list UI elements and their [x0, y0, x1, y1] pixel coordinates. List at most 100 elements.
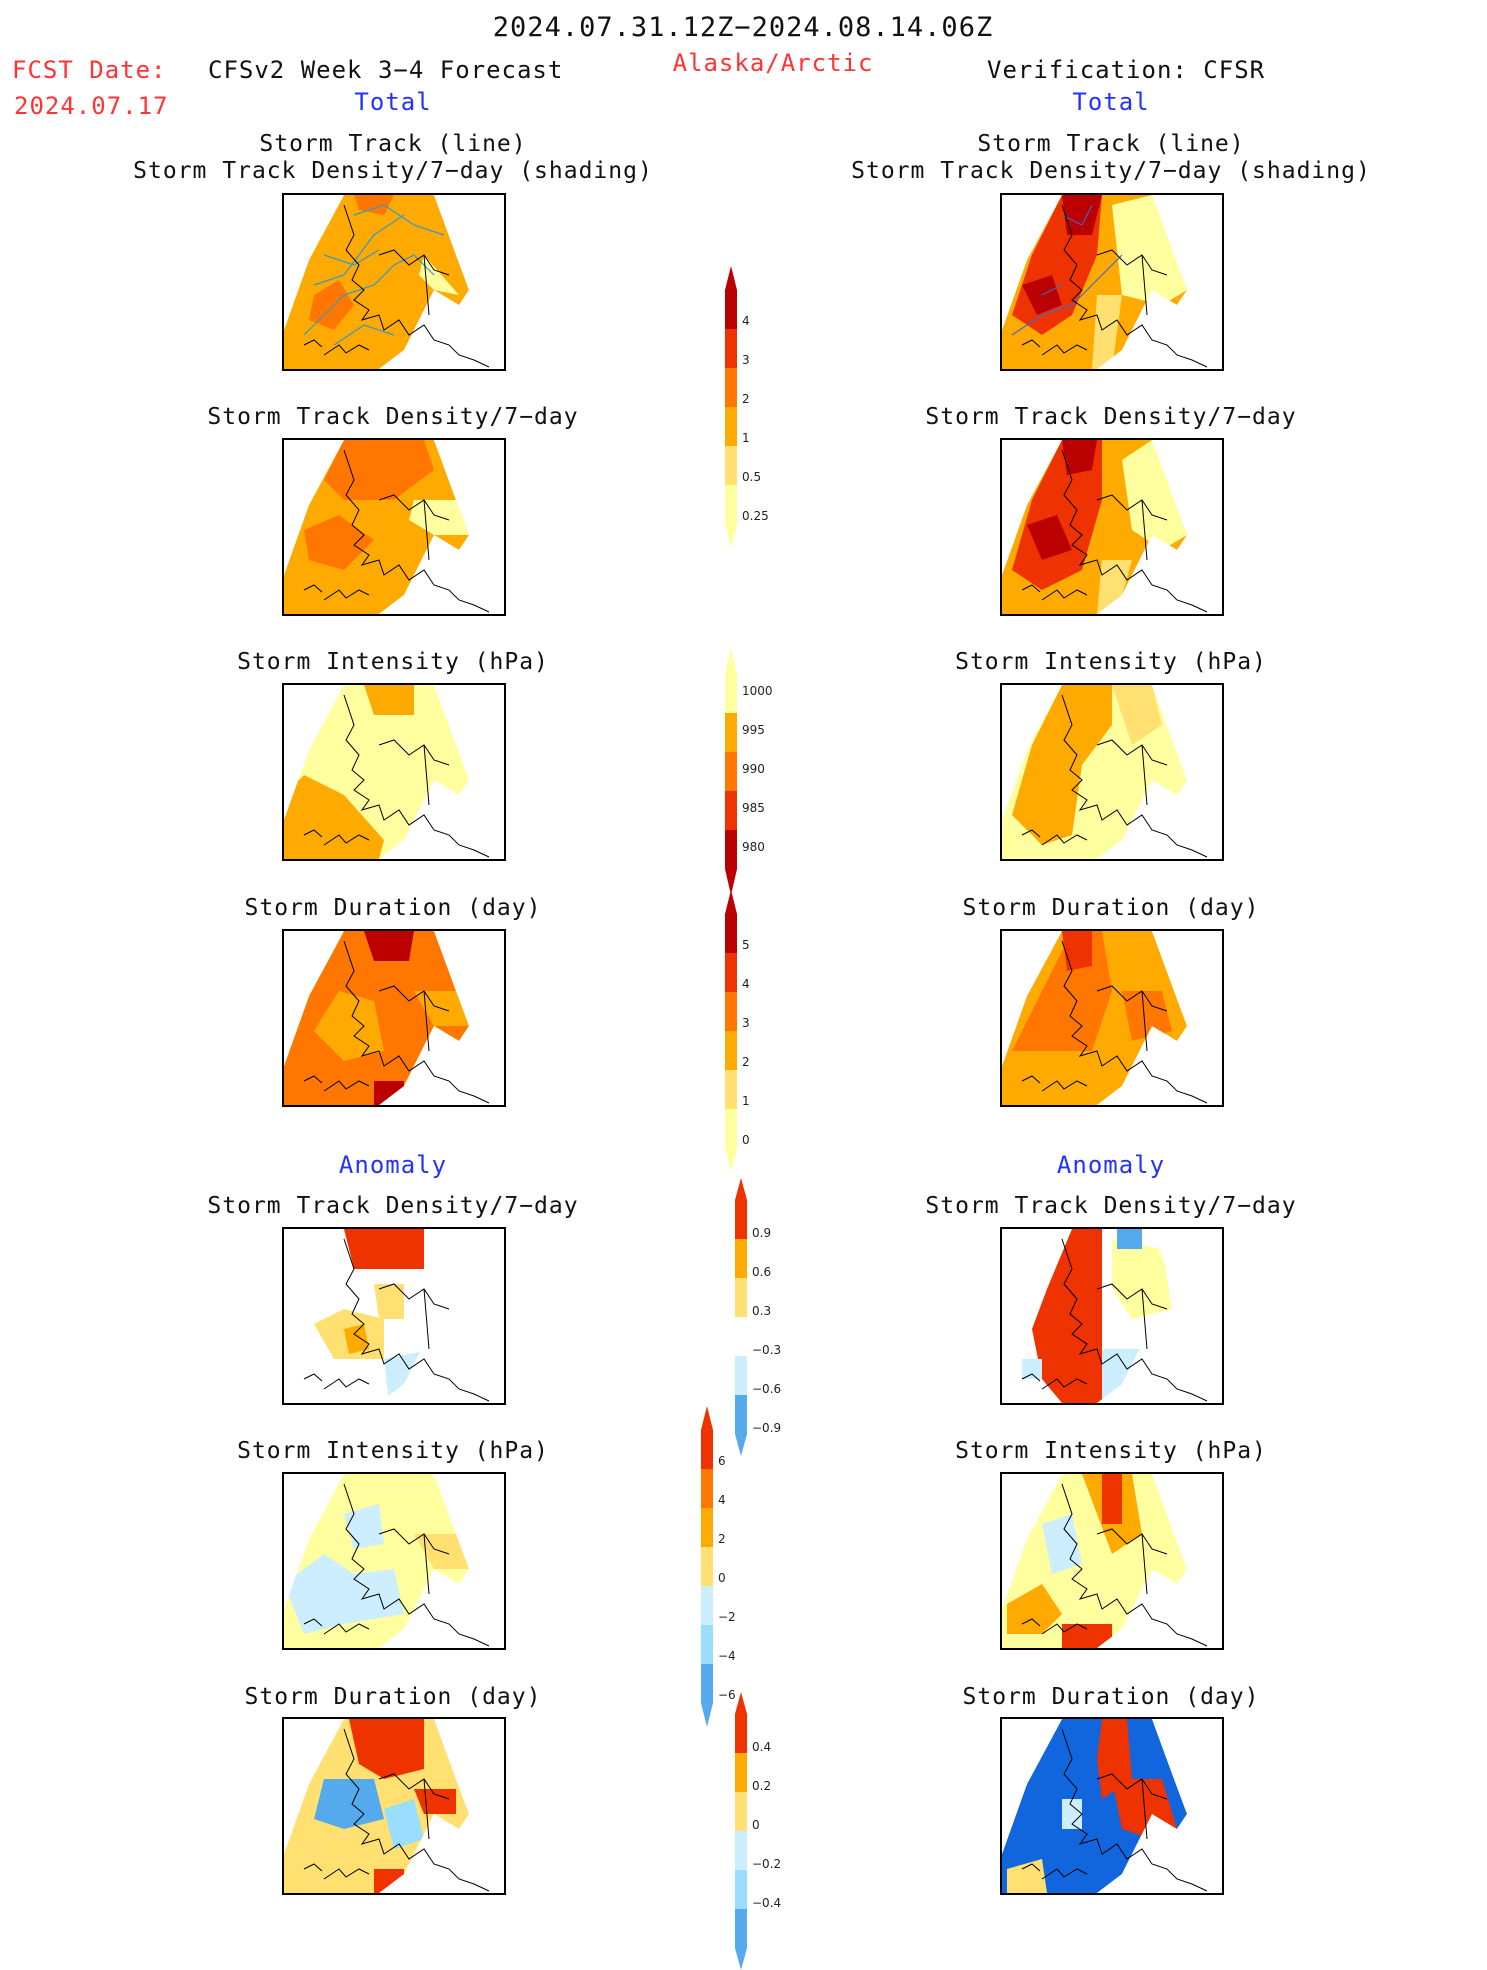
map-left-anom-intensity [282, 1472, 506, 1650]
right-anomaly-label: Anomaly [1056, 1151, 1166, 1179]
left-intensity-title: Storm Intensity (hPa) [237, 649, 549, 675]
colorbar-tip [725, 648, 737, 674]
shade-region [384, 1349, 444, 1403]
colorbar-swatch [735, 1317, 747, 1356]
colorbar-tick-label: 6 [718, 1454, 726, 1468]
coastline [303, 694, 490, 858]
left-anom-density-title: Storm Track Density/7−day [207, 1193, 579, 1219]
colorbar-swatch [725, 485, 737, 524]
colorbar-swatch [735, 1356, 747, 1395]
map-right-duration [1000, 929, 1224, 1107]
colorbar-tick-label: 1 [742, 431, 750, 445]
right-duration-title: Storm Duration (day) [962, 895, 1260, 921]
colorbar-tick-label: 3 [742, 353, 750, 367]
colorbar-swatch [701, 1664, 713, 1703]
shade-region [1112, 685, 1162, 745]
map-left-anom-intensity-svg [284, 1474, 490, 1648]
map-right-anom-intensity [1000, 1472, 1224, 1650]
shade-region [374, 1284, 404, 1319]
shade-region [1012, 685, 1112, 845]
colorbar-tip [735, 1434, 747, 1456]
coastline [303, 449, 490, 613]
shade-region [374, 1081, 404, 1105]
map-right-anom-density-svg [1021, 1229, 1208, 1403]
right-anom-density-title: Storm Track Density/7−day [925, 1193, 1297, 1219]
colorbar-tip [735, 1948, 747, 1970]
map-left-intensity-svg [284, 685, 490, 859]
shade-region [1097, 560, 1132, 614]
left-total-label: Total [354, 88, 432, 116]
colorbar-swatch [701, 1430, 713, 1469]
coastline [1021, 204, 1208, 368]
region-title: Alaska/Arctic [672, 49, 874, 77]
fcst-date-value: 2024.07.17 [14, 92, 169, 120]
colorbar-swatch [735, 1753, 747, 1792]
shade-region [1022, 1359, 1042, 1379]
right-anom-intensity-title: Storm Intensity (hPa) [955, 1438, 1267, 1464]
shade-region [284, 1554, 404, 1634]
colorbar-swatch [725, 329, 737, 368]
map-right-intensity-svg [1002, 685, 1208, 859]
shade-region [1062, 931, 1092, 971]
shade-region [1062, 1624, 1112, 1648]
right-track-line-title: Storm Track (line) [977, 131, 1245, 157]
cb-duration-anom-svg [735, 1692, 747, 1970]
map-left-track-svg [284, 195, 490, 369]
colorbar-tick-label: −2 [718, 1610, 736, 1624]
colorbar-tick-label: −0.3 [752, 1343, 782, 1357]
map-right-intensity [1000, 683, 1224, 861]
shade-region [314, 991, 384, 1061]
shade-region [309, 280, 354, 330]
colorbar-tip [725, 890, 737, 914]
colorbar-tick-label: −0.9 [752, 1421, 782, 1435]
shade-region [344, 1324, 369, 1354]
right-intensity-title: Storm Intensity (hPa) [955, 649, 1267, 675]
colorbar-swatch [725, 446, 737, 485]
colorbar-swatch [725, 953, 737, 992]
colorbar-tick-label: 995 [742, 723, 765, 737]
shade-region [409, 500, 469, 535]
colorbar-tick-label: 4 [742, 977, 750, 991]
map-right-track [1000, 193, 1224, 371]
coastline [1021, 1238, 1208, 1402]
colorbar-swatch [735, 1239, 747, 1278]
colorbar-swatch [701, 1469, 713, 1508]
colorbar-tick-label: −6 [718, 1688, 736, 1702]
colorbar-tick-label: 0.9 [752, 1226, 772, 1240]
coastline [1021, 694, 1208, 858]
shade-region [1102, 1349, 1162, 1403]
colorbar-swatch [725, 992, 737, 1031]
cb-density-anom-svg [735, 1178, 747, 1456]
colorbar-tip [725, 266, 737, 290]
cb-intensity-total-svg [725, 648, 737, 895]
right-total-label: Total [1072, 88, 1150, 116]
shade-region [374, 1869, 404, 1893]
shade-region [1122, 440, 1187, 550]
colorbar-tick-label: 0.6 [752, 1265, 772, 1279]
colorbar-tick-label: 0 [752, 1818, 760, 1832]
coastline [1021, 1728, 1208, 1892]
colorbar-tick-label: 3 [742, 1016, 750, 1030]
shade-region [364, 685, 414, 715]
colorbar-tick-label: 0 [718, 1571, 726, 1585]
colorbar-swatch [725, 290, 737, 329]
colorbar-tick-label: 0.2 [752, 1779, 772, 1793]
map-right-duration-svg [1002, 931, 1208, 1105]
colorbar-swatch [725, 791, 737, 830]
storm-track-lines [1011, 204, 1123, 336]
coastline [1021, 449, 1208, 613]
map-right-anom-density [1000, 1227, 1224, 1405]
shade-region [1062, 440, 1097, 475]
map-right-track-svg [1002, 195, 1208, 369]
map-right-density-svg [1002, 440, 1208, 614]
map-left-anom-density-svg [303, 1229, 490, 1403]
shade-region [344, 1229, 424, 1269]
map-left-anom-duration [282, 1717, 506, 1895]
left-anom-intensity-title: Storm Intensity (hPa) [237, 1438, 549, 1464]
shade-region [354, 195, 394, 215]
shade-region [1092, 295, 1122, 369]
colorbar-swatch [701, 1508, 713, 1547]
shade-region [1062, 1799, 1082, 1829]
left-density-title: Storm Track Density/7−day [207, 404, 579, 430]
shade-region [349, 1719, 424, 1779]
